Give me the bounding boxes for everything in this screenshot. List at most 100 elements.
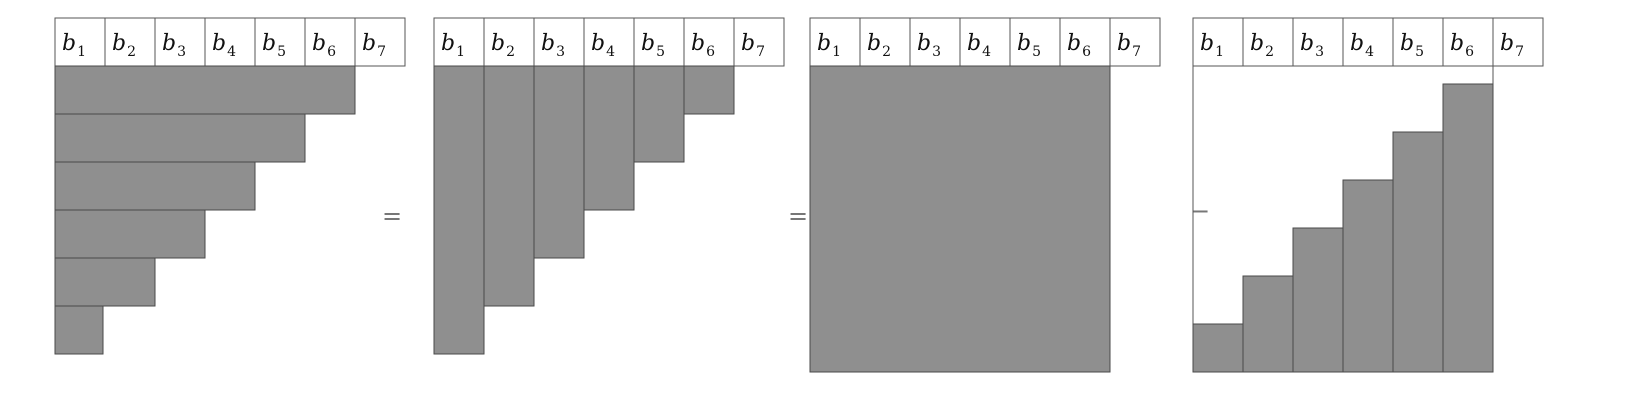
header-label-base: b <box>362 31 376 56</box>
header-label-subscript: 6 <box>706 44 715 60</box>
header-cell-label: b7 <box>741 31 765 60</box>
header-cell-box <box>54 17 106 67</box>
header-cell-box <box>1342 17 1394 67</box>
header-label-base: b <box>491 31 505 56</box>
header-cell-label: b4 <box>212 31 236 60</box>
header-cell-2: b2 <box>859 17 911 67</box>
header-cell-5: b5 <box>1392 17 1444 67</box>
shape-group <box>433 65 735 355</box>
header-label-subscript: 7 <box>756 44 765 60</box>
header-cell-box <box>433 17 485 67</box>
header-cell-7: b7 <box>1109 17 1161 67</box>
header-cell-box <box>104 17 156 67</box>
shape-group <box>1192 83 1494 373</box>
header-label-base: b <box>1400 31 1414 56</box>
header-cell-box <box>633 17 685 67</box>
header-label-base: b <box>441 31 455 56</box>
operator-equals-1: = <box>382 202 402 230</box>
header-cell-label: b4 <box>967 31 991 60</box>
header-label-subscript: 7 <box>1515 44 1524 60</box>
header-cell-box <box>483 17 535 67</box>
header-label-subscript: 3 <box>1315 44 1324 60</box>
header-label-subscript: 4 <box>1365 44 1374 60</box>
header-cell-label: b4 <box>1350 31 1374 60</box>
header-label-subscript: 3 <box>932 44 941 60</box>
column-bar-4 <box>583 65 635 211</box>
header-label-subscript: 2 <box>506 44 515 60</box>
row-bar-5 <box>54 257 156 307</box>
header-label-base: b <box>1300 31 1314 56</box>
header-cell-5: b5 <box>633 17 685 67</box>
header-cell-label: b6 <box>1450 31 1474 60</box>
header-cell-6: b6 <box>683 17 735 67</box>
header-cell-label: b1 <box>1200 31 1224 60</box>
header-label-subscript: 7 <box>377 44 386 60</box>
header-cell-label: b1 <box>817 31 841 60</box>
header-cell-box <box>583 17 635 67</box>
header-cell-label: b4 <box>591 31 615 60</box>
header-label-base: b <box>967 31 981 56</box>
header-label-base: b <box>917 31 931 56</box>
header-cell-label: b6 <box>691 31 715 60</box>
header-cell-box <box>354 17 406 67</box>
shape-group <box>809 65 1111 373</box>
header-row: b1 b2 b3 b4 b5 b6 b7 <box>809 17 1161 67</box>
header-cell-label: b2 <box>1250 31 1274 60</box>
operator-equals-2: = <box>788 202 808 230</box>
header-cell-label: b5 <box>1400 31 1424 60</box>
header-label-base: b <box>641 31 655 56</box>
header-label-base: b <box>312 31 326 56</box>
stair-step-4 <box>1342 179 1394 373</box>
header-label-base: b <box>867 31 881 56</box>
header-label-subscript: 4 <box>982 44 991 60</box>
header-cell-box <box>1392 17 1444 67</box>
header-cell-box <box>154 17 206 67</box>
header-label-subscript: 4 <box>227 44 236 60</box>
row-bar-6 <box>54 305 104 355</box>
header-cell-label: b7 <box>362 31 386 60</box>
header-cell-label: b3 <box>1300 31 1324 60</box>
header-cell-3: b3 <box>1292 17 1344 67</box>
header-cell-label: b1 <box>441 31 465 60</box>
header-cell-5: b5 <box>1009 17 1061 67</box>
row-bar-3 <box>54 161 256 211</box>
header-cell-box <box>533 17 585 67</box>
header-cell-label: b2 <box>867 31 891 60</box>
header-cell-box <box>1442 17 1494 67</box>
header-cell-7: b7 <box>354 17 406 67</box>
row-bar-2 <box>54 113 306 163</box>
column-bar-2 <box>483 65 535 307</box>
header-cell-box <box>1009 17 1061 67</box>
header-cell-1: b1 <box>54 17 106 67</box>
header-cell-box <box>1492 17 1544 67</box>
header-label-subscript: 1 <box>77 44 86 60</box>
header-label-base: b <box>62 31 76 56</box>
header-label-subscript: 5 <box>1032 44 1041 60</box>
header-label-subscript: 2 <box>127 44 136 60</box>
header-label-subscript: 6 <box>1465 44 1474 60</box>
header-cell-label: b3 <box>162 31 186 60</box>
header-cell-1: b1 <box>1192 17 1244 67</box>
operator-minus: − <box>1190 197 1210 225</box>
header-cell-box <box>683 17 735 67</box>
header-cell-label: b6 <box>312 31 336 60</box>
header-label-base: b <box>1200 31 1214 56</box>
header-cell-box <box>204 17 256 67</box>
header-cell-box <box>1059 17 1111 67</box>
header-cell-2: b2 <box>1242 17 1294 67</box>
header-row: b1 b2 b3 b4 b5 b6 b7 <box>54 17 406 67</box>
stair-step-1 <box>1192 323 1244 373</box>
header-label-subscript: 1 <box>1215 44 1224 60</box>
header-label-subscript: 3 <box>556 44 565 60</box>
header-cell-label: b3 <box>541 31 565 60</box>
header-label-base: b <box>1450 31 1464 56</box>
header-cell-label: b5 <box>262 31 286 60</box>
header-label-base: b <box>741 31 755 56</box>
stair-step-5 <box>1392 131 1444 373</box>
panel-staircase: b1 b2 b3 b4 b5 b6 b7 <box>1192 17 1544 373</box>
header-label-base: b <box>541 31 555 56</box>
header-cell-4: b4 <box>959 17 1011 67</box>
header-cell-2: b2 <box>104 17 156 67</box>
header-label-base: b <box>1017 31 1031 56</box>
